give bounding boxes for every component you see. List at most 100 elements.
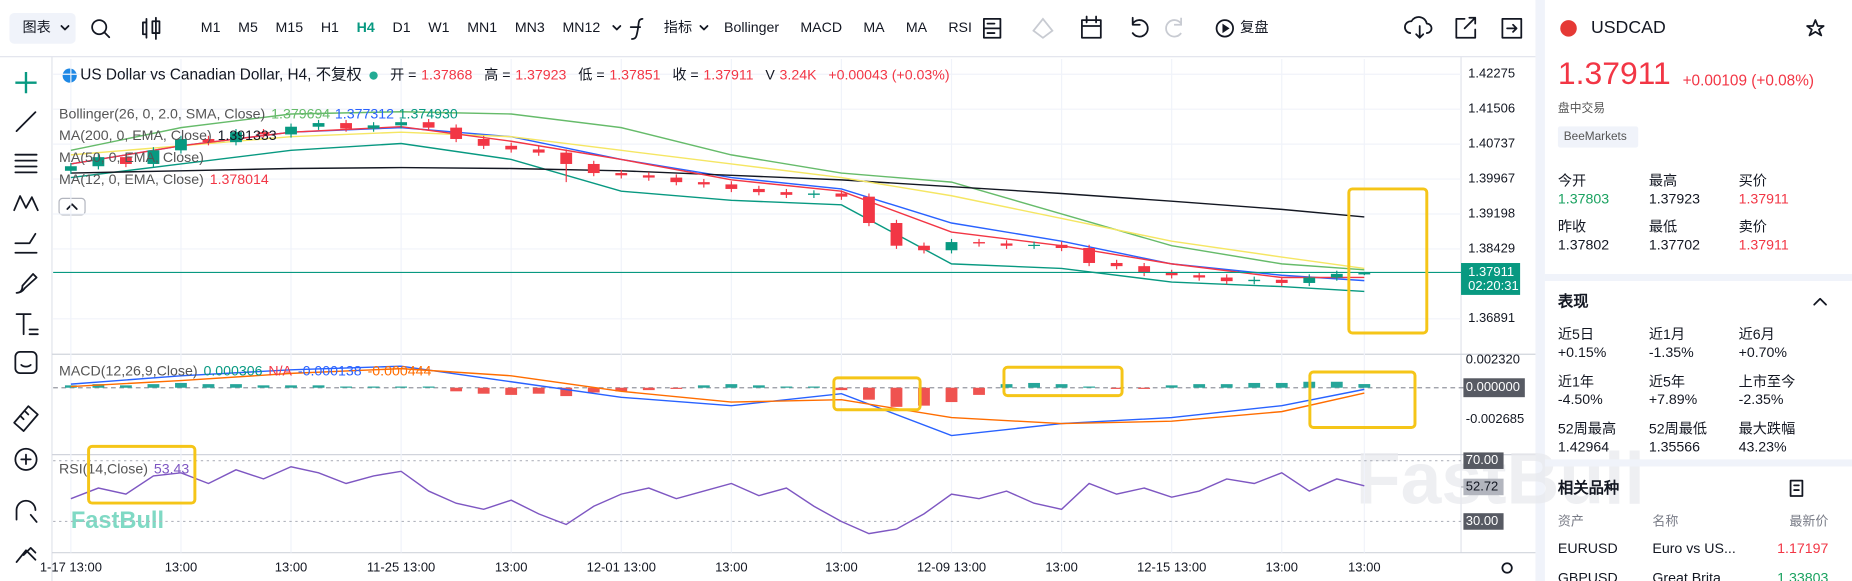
candle-body — [1110, 262, 1123, 267]
indicator-button[interactable]: MACD — [800, 20, 842, 36]
histogram-bar — [863, 387, 875, 400]
ruler-tool[interactable] — [13, 405, 39, 432]
x-tick-label: 13:00 — [1045, 559, 1078, 574]
list-icon[interactable] — [1789, 479, 1804, 497]
timeframe[interactable]: MN12 — [562, 20, 600, 36]
candle-body — [285, 126, 297, 135]
highlight-box — [832, 376, 922, 412]
perf-value: 43.23% — [1739, 439, 1787, 455]
timeframe[interactable]: M1 — [201, 20, 221, 36]
histogram-bar — [835, 387, 848, 391]
collapse-icon[interactable] — [1813, 297, 1827, 306]
candle-body — [64, 166, 77, 171]
line-tool[interactable] — [15, 111, 37, 132]
emoji-tool[interactable] — [14, 351, 38, 375]
crosshair-tool[interactable] — [15, 72, 37, 94]
favorite-icon[interactable] — [1806, 19, 1825, 37]
brush-tool[interactable] — [15, 273, 38, 294]
asset[interactable]: EURUSD — [1558, 541, 1618, 557]
cloud-icon[interactable] — [1404, 16, 1433, 39]
redo-icon[interactable] — [1165, 17, 1183, 38]
broker-tag — [1557, 126, 1639, 148]
candle-body — [1303, 277, 1316, 283]
chevron-icon — [60, 25, 70, 31]
candle-body — [973, 242, 985, 244]
y-tick-label: 0.000000 — [1466, 379, 1520, 394]
timeframe[interactable]: D1 — [392, 20, 410, 36]
indicator-legend: MA(50, 0, EMA, Close) — [59, 150, 204, 166]
histogram-bar — [697, 385, 710, 388]
candle-body — [1083, 247, 1096, 263]
chart-menu-button[interactable] — [9, 12, 76, 44]
column-header: 资产 — [1558, 513, 1584, 528]
field-value: 1.37851 — [609, 67, 660, 83]
candle-body — [422, 122, 435, 128]
share-icon[interactable] — [1455, 16, 1477, 39]
lock-tool[interactable] — [15, 547, 37, 563]
replay-icon[interactable] — [1215, 19, 1234, 38]
replay[interactable]: 复盘 — [1240, 19, 1268, 36]
fullscreen-icon[interactable] — [1501, 18, 1523, 39]
asset-price: 1.33803 — [1777, 570, 1828, 581]
last-price-tag — [1461, 263, 1521, 295]
timeframe[interactable]: M15 — [276, 20, 304, 36]
perf-label: 近5日 — [1558, 327, 1594, 343]
projection-tool[interactable] — [14, 232, 38, 254]
candle-body — [863, 196, 875, 224]
histogram-bar — [477, 387, 490, 394]
candle-body — [890, 223, 903, 246]
macd-line — [70, 365, 1365, 437]
indicator-button[interactable]: MA — [906, 20, 928, 36]
timeframe[interactable]: MN3 — [515, 20, 545, 36]
chart-title: US Dollar vs Canadian Dollar, H4, 不复权 — [80, 66, 361, 84]
candle-body — [587, 163, 600, 174]
chart-type-icon[interactable] — [142, 16, 161, 40]
undo-icon[interactable] — [1131, 16, 1149, 38]
histogram-bar — [1028, 382, 1040, 388]
histogram-bar — [450, 387, 463, 392]
candle-body — [1330, 273, 1343, 278]
collapse-button[interactable] — [58, 197, 86, 216]
perf-label: 52周最高 — [1558, 421, 1616, 438]
indicator-button[interactable]: MA — [863, 20, 885, 36]
indicator-button[interactable]: Bollinger — [724, 20, 779, 36]
x-tick-label: 11-25 13:00 — [367, 559, 435, 574]
timeframe[interactable]: H4 — [357, 20, 375, 36]
histogram-bar — [1275, 382, 1288, 388]
candle-body — [1220, 277, 1233, 282]
highlight-box — [1002, 365, 1124, 398]
fib-tool[interactable] — [14, 153, 38, 174]
candle-body — [340, 123, 352, 129]
indicator-line — [70, 166, 1365, 218]
histogram-bar — [642, 387, 655, 391]
alert-icon[interactable] — [1032, 17, 1054, 39]
pattern-tool[interactable] — [13, 195, 39, 212]
zoom-tool[interactable] — [14, 447, 38, 471]
timeframe[interactable]: M5 — [238, 20, 258, 36]
search-icon[interactable] — [91, 19, 108, 36]
y-tick-label: 1.39198 — [1468, 205, 1515, 220]
settings-icon[interactable] — [1501, 562, 1513, 574]
magnet-tool[interactable] — [15, 499, 38, 523]
calendar-icon[interactable] — [1081, 15, 1102, 39]
candle-body — [257, 132, 270, 135]
indicator-button[interactable]: RSI — [948, 20, 972, 36]
search-icon — [103, 31, 111, 39]
layout-icon[interactable] — [982, 18, 1002, 39]
indicator-menu[interactable]: 指标 — [664, 20, 692, 36]
text-tool[interactable] — [15, 313, 39, 336]
field-value: 1.37868 — [421, 67, 472, 83]
column-header: 最新价 — [1789, 513, 1828, 528]
histogram-bar — [918, 387, 930, 406]
asset[interactable]: GBPUSD — [1558, 570, 1618, 581]
tick-tag — [1463, 378, 1525, 398]
candle-body — [697, 182, 710, 185]
indicator-icon[interactable] — [629, 18, 644, 40]
timeframe[interactable]: H1 — [321, 20, 339, 36]
candle-body — [560, 152, 573, 164]
timeframe[interactable]: W1 — [428, 20, 449, 36]
histogram-bar — [973, 387, 985, 395]
timeframe[interactable]: MN1 — [467, 20, 497, 36]
indicator-value: 1.378014 — [210, 172, 269, 188]
chart-menu[interactable]: 图表 — [22, 20, 50, 36]
